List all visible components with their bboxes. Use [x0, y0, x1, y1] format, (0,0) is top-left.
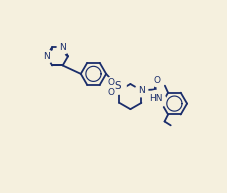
Text: HN: HN — [149, 94, 163, 103]
Text: N: N — [138, 86, 145, 95]
Text: N: N — [59, 43, 66, 52]
Text: N: N — [44, 52, 50, 61]
Text: S: S — [114, 81, 121, 91]
Text: O: O — [154, 76, 161, 85]
Text: O: O — [107, 78, 114, 87]
Text: O: O — [107, 88, 114, 96]
